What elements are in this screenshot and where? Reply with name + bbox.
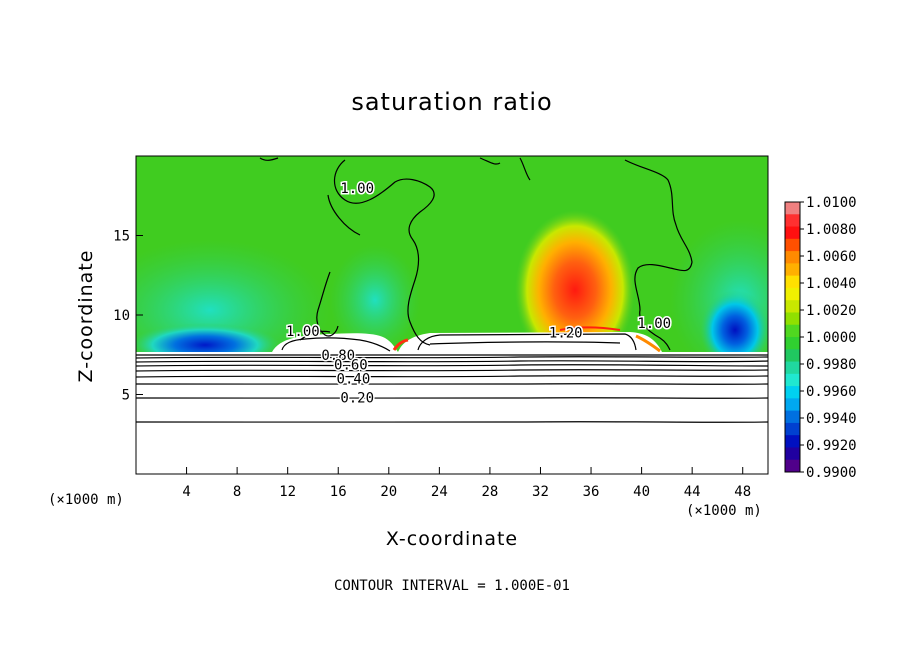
colorbar-swatch bbox=[785, 312, 800, 326]
colorbar-label: 1.0060 bbox=[806, 249, 857, 265]
colorbar-swatch bbox=[785, 386, 800, 399]
x-tick-label: 20 bbox=[380, 484, 397, 500]
colorbar-swatch bbox=[785, 251, 800, 264]
colorbar-swatch bbox=[785, 324, 800, 338]
contour-label: 1.20 bbox=[549, 325, 583, 341]
x-axis-unit: (×1000 m) bbox=[686, 503, 762, 519]
colorbar-label: 0.9960 bbox=[806, 384, 857, 400]
colorbar-swatch bbox=[785, 422, 800, 436]
y-tick-label: 10 bbox=[113, 308, 130, 324]
y-tick-label: 5 bbox=[122, 388, 130, 404]
colorbar-swatch bbox=[785, 435, 800, 448]
contour-label: 1.00 bbox=[286, 324, 320, 340]
contour-label: 0.40 bbox=[337, 372, 371, 388]
colorbar-swatch bbox=[785, 300, 800, 313]
x-tick-label: 48 bbox=[734, 484, 751, 500]
colorbar-swatch bbox=[785, 459, 800, 473]
x-tick-label: 44 bbox=[684, 484, 701, 500]
x-tick-label: 12 bbox=[279, 484, 296, 500]
contour-label: 0.60 bbox=[334, 357, 368, 373]
x-tick-label: 16 bbox=[330, 484, 347, 500]
chart-title: saturation ratio bbox=[351, 88, 553, 116]
y-tick-label: 15 bbox=[113, 229, 130, 245]
colorbar-swatch bbox=[785, 373, 800, 387]
x-axis-ticks: 4 8 12 16 20 24 28 32 36 40 44 48 bbox=[182, 467, 751, 500]
x-tick-label: 24 bbox=[431, 484, 448, 500]
colorbar-swatch bbox=[785, 410, 800, 424]
contour-lines bbox=[136, 157, 768, 423]
colorbar-swatch bbox=[785, 275, 800, 289]
subsaturated-region bbox=[136, 352, 768, 474]
colorbar-label: 0.9980 bbox=[806, 357, 857, 373]
x-axis-label: X-coordinate bbox=[385, 528, 519, 550]
supersaturation-core bbox=[515, 210, 635, 370]
x-tick-label: 36 bbox=[583, 484, 600, 500]
contour-label: 0.20 bbox=[340, 391, 374, 407]
x-tick-label: 28 bbox=[481, 484, 498, 500]
x-tick-label: 8 bbox=[233, 484, 241, 500]
colorbar-label: 1.0040 bbox=[806, 276, 857, 292]
colorbar-label: 0.9920 bbox=[806, 438, 857, 454]
colorbar-swatch bbox=[785, 226, 800, 240]
x-tick-label: 40 bbox=[633, 484, 650, 500]
x-tick-label: 32 bbox=[532, 484, 549, 500]
colorbar: 1.0100 1.0080 1.0060 1.0040 1.0020 1.0000 0.99… bbox=[784, 195, 857, 481]
field-layer: 1.00 1.00 1.00 1.20 0.800.600.40 0.20 bbox=[136, 156, 768, 474]
contour-interval-note: CONTOUR INTERVAL = 1.000E-01 bbox=[333, 578, 570, 594]
colorbar-label: 1.0100 bbox=[806, 195, 857, 211]
contour-label: 0.80 bbox=[321, 348, 355, 364]
colorbar-label: 1.0000 bbox=[806, 330, 857, 346]
contour-label: 1.00 bbox=[340, 181, 374, 197]
colorbar-label: 0.9900 bbox=[806, 465, 857, 481]
colorbar-swatch bbox=[785, 447, 800, 461]
colorbar-swatch bbox=[785, 337, 800, 350]
colorbar-swatch bbox=[785, 361, 800, 375]
colorbar-label: 1.0020 bbox=[806, 303, 857, 319]
colorbar-swatch bbox=[785, 202, 800, 215]
y-axis-label: Z-coordinate bbox=[75, 249, 97, 383]
colorbar-swatch bbox=[785, 263, 800, 277]
colorbar-swatch bbox=[785, 398, 800, 412]
contour-label: 1.00 bbox=[637, 316, 671, 332]
colorbar-swatch bbox=[785, 287, 800, 301]
x-tick-label: 4 bbox=[182, 484, 190, 500]
colorbar-label: 1.0080 bbox=[806, 222, 857, 238]
y-axis-unit: (×1000 m) bbox=[48, 492, 124, 508]
contour-labels: 1.00 1.00 1.00 1.20 0.800.600.40 0.20 bbox=[284, 179, 672, 408]
colorbar-swatch bbox=[785, 214, 800, 228]
y-axis-ticks: 5 10 15 bbox=[113, 229, 143, 404]
colorbar-swatch bbox=[785, 238, 800, 252]
colorbar-label: 0.9940 bbox=[806, 411, 857, 427]
colorbar-swatch bbox=[785, 349, 800, 363]
